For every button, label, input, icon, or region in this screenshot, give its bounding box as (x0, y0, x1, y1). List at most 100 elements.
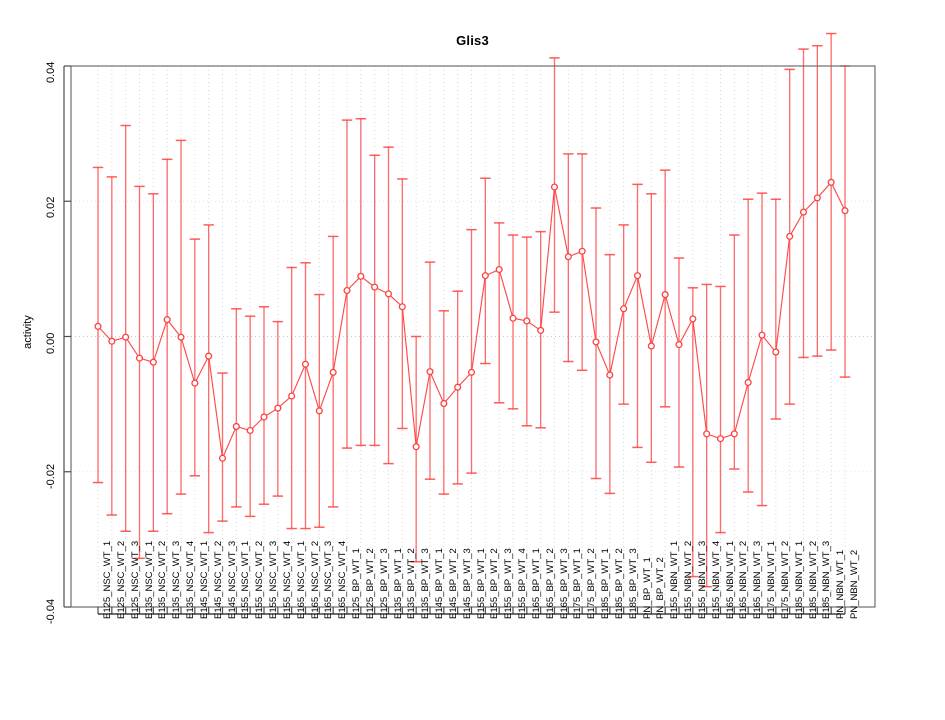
data-point-marker (177, 333, 185, 341)
x-tick-label: E155_NBN_WT_1 (669, 540, 681, 619)
data-point-marker (523, 317, 531, 325)
x-tick-label: E165_BP_WT_3 (558, 548, 570, 619)
x-tick-label: E165_NBN_WT_2 (738, 540, 750, 619)
data-point-marker (329, 368, 337, 376)
data-point-marker (218, 454, 227, 462)
data-point-marker (730, 430, 738, 438)
x-tick-label: E165_NSC_WT_3 (323, 540, 335, 619)
x-tick-label: E155_NSC_WT_4 (281, 540, 293, 619)
x-tick-label: E145_BP_WT_3 (461, 548, 473, 619)
data-point-marker (135, 354, 144, 362)
x-tick-label: E155_BP_WT_4 (517, 548, 528, 619)
data-point-marker (398, 303, 406, 311)
y-tick-label: 0.04 (45, 61, 57, 83)
data-point-marker (633, 272, 642, 280)
data-point-marker (813, 194, 821, 202)
x-tick-label: E165_NSC_WT_2 (309, 540, 321, 619)
x-tick-label: E135_NSC_WT_1 (143, 540, 155, 619)
y-tick-label: -0.04 (45, 598, 57, 624)
data-point-marker (426, 368, 434, 376)
data-point-marker (495, 266, 503, 274)
data-point-marker (606, 371, 614, 379)
data-point-marker (454, 383, 462, 391)
y-tick-label: -0.02 (45, 463, 57, 489)
data-point-marker (578, 247, 586, 255)
data-point-marker (288, 392, 296, 400)
x-tick-label: E185_BP_WT_3 (627, 548, 639, 619)
x-tick-label: E135_BP_WT_2 (406, 548, 418, 619)
data-point-marker (827, 178, 835, 186)
x-tick-label: E125_NSC_WT_3 (129, 540, 141, 619)
x-tick-label: E155_NBN_WT_2 (683, 540, 694, 619)
data-point-marker (357, 272, 365, 280)
x-tick-label: E165_BP_WT_2 (544, 548, 556, 619)
x-tick-label: E145_NSC_WT_3 (226, 540, 238, 619)
x-tick-label: E155_NBN_WT_3 (696, 540, 708, 619)
data-point-marker (191, 379, 199, 387)
x-tick-label: E125_NSC_WT_2 (115, 540, 127, 619)
data-point-marker (758, 331, 766, 339)
data-point-marker (689, 315, 697, 323)
x-tick-label: E155_BP_WT_3 (503, 548, 515, 619)
error-bars (92, 32, 851, 588)
data-point-marker (564, 253, 572, 261)
x-tick-label: E165_NSC_WT_4 (337, 540, 349, 619)
data-point-marker (163, 316, 171, 324)
grid-lines (71, 65, 875, 608)
x-tick-label: E155_NSC_WT_1 (240, 540, 252, 619)
x-tick-label: E135_NSC_WT_3 (171, 540, 183, 619)
data-point-marker (371, 283, 379, 291)
x-tick-label: E145_NSC_WT_2 (212, 540, 224, 619)
data-point-marker (205, 352, 213, 360)
x-tick-label: E155_NSC_WT_3 (268, 540, 279, 619)
x-tick-label: E175_BP_WT_1 (572, 548, 584, 619)
data-point-marker (786, 232, 794, 240)
data-point-marker (412, 443, 420, 451)
y-tick-label: 0.00 (45, 332, 57, 354)
x-tick-label: PN_BP_WT_2 (655, 557, 667, 619)
data-point-marker (620, 305, 628, 313)
data-point-marker (315, 407, 323, 415)
data-point-marker (301, 360, 310, 368)
data-point-marker (274, 404, 282, 412)
x-tick-label: E165_NSC_WT_1 (295, 540, 307, 619)
y-tick-label: 0.02 (45, 196, 57, 219)
data-points (94, 178, 849, 462)
x-tick-label: E165_NBN_WT_3 (752, 540, 764, 619)
x-tick-label: E175_NBN_WT_1 (766, 540, 777, 619)
data-point-marker (384, 290, 393, 298)
data-point-marker (744, 378, 752, 387)
x-tick-label: E135_NSC_WT_4 (185, 540, 196, 619)
data-point-marker (149, 358, 157, 366)
x-tick-label: E155_BP_WT_2 (489, 548, 501, 619)
x-tick-label: E135_BP_WT_1 (392, 548, 404, 619)
data-point-marker (592, 338, 600, 346)
data-point-marker (246, 426, 254, 435)
data-point-marker (481, 272, 489, 280)
x-tick-label: E145_BP_WT_1 (434, 548, 445, 619)
data-point-marker (232, 422, 240, 430)
x-tick-label: E145_BP_WT_2 (447, 548, 459, 619)
x-tick-label: PN_BP_WT_1 (641, 557, 653, 619)
x-tick-label: E185_NBN_WT_3 (821, 540, 833, 619)
x-tick-label: E165_BP_WT_1 (530, 548, 542, 619)
x-tick-label: E155_NSC_WT_2 (254, 540, 266, 619)
axis-ticks (63, 65, 846, 615)
x-tick-label: E125_BP_WT_2 (364, 548, 376, 619)
data-point-marker (675, 341, 683, 349)
x-tick-label: E125_BP_WT_3 (378, 548, 390, 619)
data-point-marker (647, 342, 655, 350)
data-point-marker (94, 322, 102, 330)
data-point-marker (343, 286, 351, 295)
x-tick-label: E175_BP_WT_2 (586, 548, 598, 619)
x-tick-label: E135_BP_WT_3 (420, 548, 432, 619)
x-tick-label: E185_NBN_WT_2 (807, 540, 819, 619)
x-tick-label: E175_NBN_WT_2 (779, 540, 791, 619)
data-point-marker (841, 207, 849, 215)
chart-title: Glis3 (456, 33, 489, 48)
x-tick-label: E185_BP_WT_2 (613, 548, 625, 619)
x-tick-label: E155_BP_WT_1 (475, 548, 487, 619)
data-point-marker (260, 413, 268, 421)
x-tick-label: E135_NSC_WT_2 (157, 540, 169, 619)
